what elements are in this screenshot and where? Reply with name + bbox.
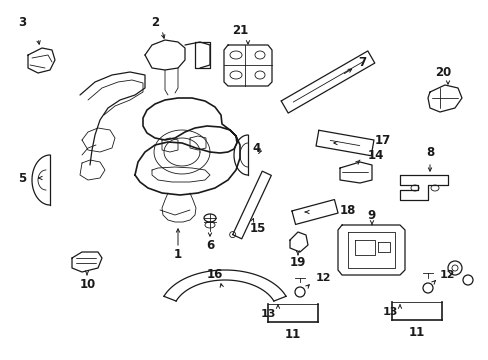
- Text: 11: 11: [285, 328, 301, 341]
- Text: 12: 12: [439, 270, 454, 280]
- Text: 4: 4: [251, 141, 260, 154]
- Text: 18: 18: [339, 203, 356, 216]
- Text: 5: 5: [18, 171, 26, 185]
- Text: 6: 6: [205, 239, 214, 252]
- Text: 19: 19: [289, 256, 305, 270]
- Text: 21: 21: [231, 23, 247, 36]
- Text: 12: 12: [315, 273, 331, 283]
- Text: 3: 3: [18, 15, 26, 28]
- Text: 10: 10: [80, 279, 96, 292]
- Text: 15: 15: [249, 221, 265, 234]
- Text: 7: 7: [357, 55, 366, 68]
- Text: 1: 1: [174, 248, 182, 261]
- Text: 2: 2: [151, 15, 159, 28]
- Text: 17: 17: [374, 134, 390, 147]
- Text: 13: 13: [382, 307, 397, 317]
- Text: 13: 13: [260, 309, 275, 319]
- Text: 20: 20: [434, 66, 450, 78]
- Text: 8: 8: [425, 145, 433, 158]
- Text: 16: 16: [206, 269, 223, 282]
- Text: 9: 9: [367, 208, 375, 221]
- Text: 11: 11: [408, 325, 424, 338]
- Text: 14: 14: [367, 149, 384, 162]
